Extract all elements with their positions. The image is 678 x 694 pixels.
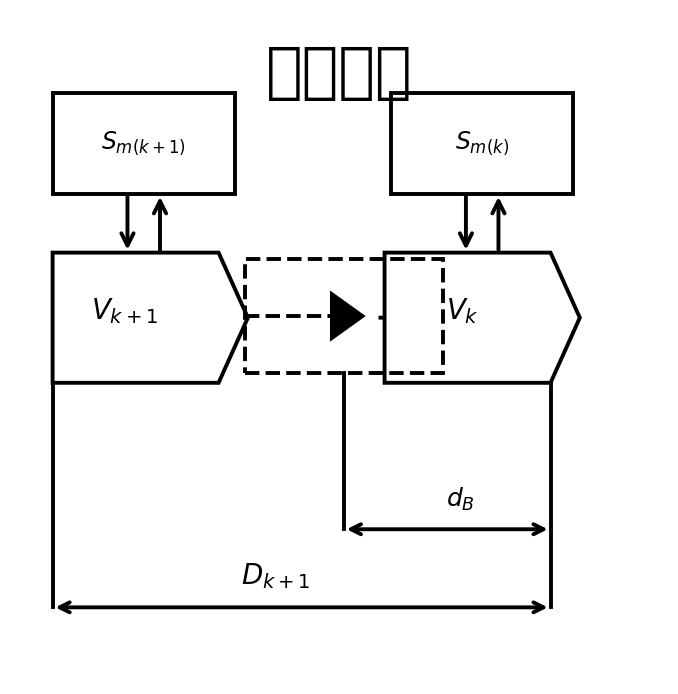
Bar [391, 93, 574, 194]
Text: $d_B$: $d_B$ [446, 486, 475, 513]
Text: 处理站点: 处理站点 [266, 44, 412, 103]
Text: $S_{m(k)}$: $S_{m(k)}$ [455, 130, 509, 158]
Polygon shape [384, 253, 580, 383]
Text: $V_k$: $V_k$ [446, 296, 479, 326]
Polygon shape [330, 291, 365, 341]
Text: $S_{m(k+1)}$: $S_{m(k+1)}$ [101, 130, 186, 158]
Bar [53, 93, 235, 194]
Text: $V_{k+1}$: $V_{k+1}$ [91, 296, 157, 326]
Bar [245, 259, 443, 373]
Text: $D_{k+1}$: $D_{k+1}$ [241, 561, 310, 591]
Polygon shape [53, 253, 248, 383]
